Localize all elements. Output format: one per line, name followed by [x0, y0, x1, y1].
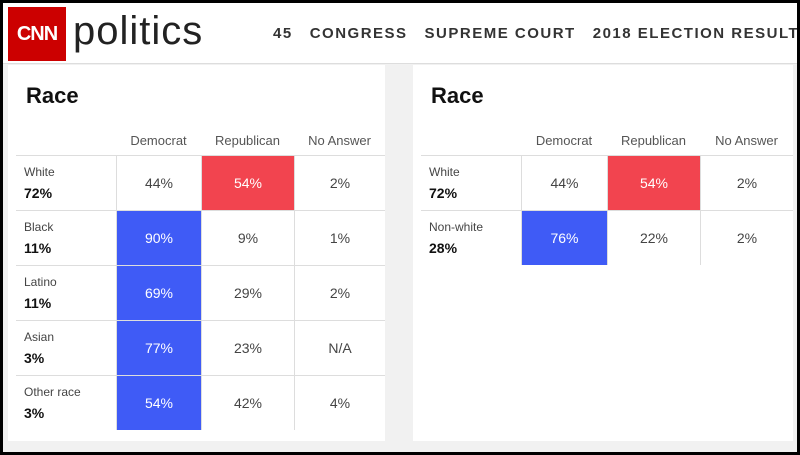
group-share: 72% [429, 185, 458, 201]
group-name: White [429, 165, 460, 179]
table-panel: Race Democrat Republican No Answer White 72% 4… [413, 65, 793, 441]
corner [16, 125, 116, 155]
result-cell: 90% [116, 210, 201, 265]
group-name: Asian [24, 330, 55, 344]
result-cell: 2% [294, 155, 385, 210]
result-cell: 77% [116, 320, 201, 375]
result-cell: 44% [521, 155, 607, 210]
group-share: 72% [24, 185, 53, 201]
group-share: 3% [24, 405, 45, 421]
column-header: No Answer [308, 132, 371, 148]
column-header: No Answer [715, 132, 778, 148]
result-cell: 54% [607, 155, 700, 210]
row-label: White 72% [421, 155, 521, 210]
group-share: 11% [24, 240, 52, 256]
result-cell: 54% [201, 155, 294, 210]
column-header: Republican [214, 132, 281, 148]
section-title[interactable]: politics [73, 9, 204, 53]
result-cell: N/A [294, 320, 385, 375]
result-cell: 2% [700, 155, 793, 210]
nav-link[interactable]: 45 [273, 25, 293, 42]
column-header: Republican [620, 132, 687, 148]
corner [421, 125, 521, 155]
group-name: Latino [24, 275, 57, 289]
result-cell: 76% [521, 210, 607, 265]
group-name: Other race [24, 385, 81, 399]
nav-link[interactable]: SUPREME COURT [424, 25, 576, 42]
group-share: 3% [24, 350, 45, 366]
result-cell: 2% [700, 210, 793, 265]
results-table: Democrat Republican No Answer White 72% 44% 54… [421, 125, 793, 265]
result-cell: 54% [116, 375, 201, 430]
result-cell: 22% [607, 210, 700, 265]
column-header: Democrat [130, 132, 187, 148]
row-label: Non-white 28% [421, 210, 521, 265]
result-cell: 29% [201, 265, 294, 320]
result-cell: 4% [294, 375, 385, 430]
result-cell: 23% [201, 320, 294, 375]
header: CNN politics 45 CONGRESS SUPREME COURT 2018… [3, 3, 800, 64]
nav-link[interactable]: 2018 ELECTION RESULTS [592, 25, 800, 42]
row-label: Other race 3% [16, 375, 116, 430]
result-cell: 44% [116, 155, 201, 210]
result-cell: 9% [201, 210, 294, 265]
nav-link[interactable]: CONGRESS [309, 25, 408, 42]
table-title: Race [26, 83, 79, 108]
group-share: 28% [429, 240, 458, 256]
results-table: Democrat Republican No Answer White 72% 44% 54… [16, 125, 385, 430]
result-cell: 69% [116, 265, 201, 320]
column-header: Democrat [535, 132, 593, 148]
row-label: Asian 3% [16, 320, 116, 375]
result-cell: 42% [201, 375, 294, 430]
logo[interactable]: CNN [8, 7, 66, 61]
result-cell: 2% [294, 265, 385, 320]
row-label: White 72% [16, 155, 116, 210]
result-cell: 1% [294, 210, 385, 265]
group-share: 11% [24, 295, 52, 311]
nav: 45 CONGRESS SUPREME COURT 2018 ELECTION RES… [273, 25, 800, 42]
group-name: White [24, 165, 55, 179]
group-name: Black [24, 220, 54, 234]
row-label: Latino 11% [16, 265, 116, 320]
group-name: Non-white [429, 220, 484, 234]
table-title: Race [431, 83, 484, 108]
table-panel: Race Democrat Republican No Answer White 72% 4… [8, 65, 385, 441]
row-label: Black 11% [16, 210, 116, 265]
